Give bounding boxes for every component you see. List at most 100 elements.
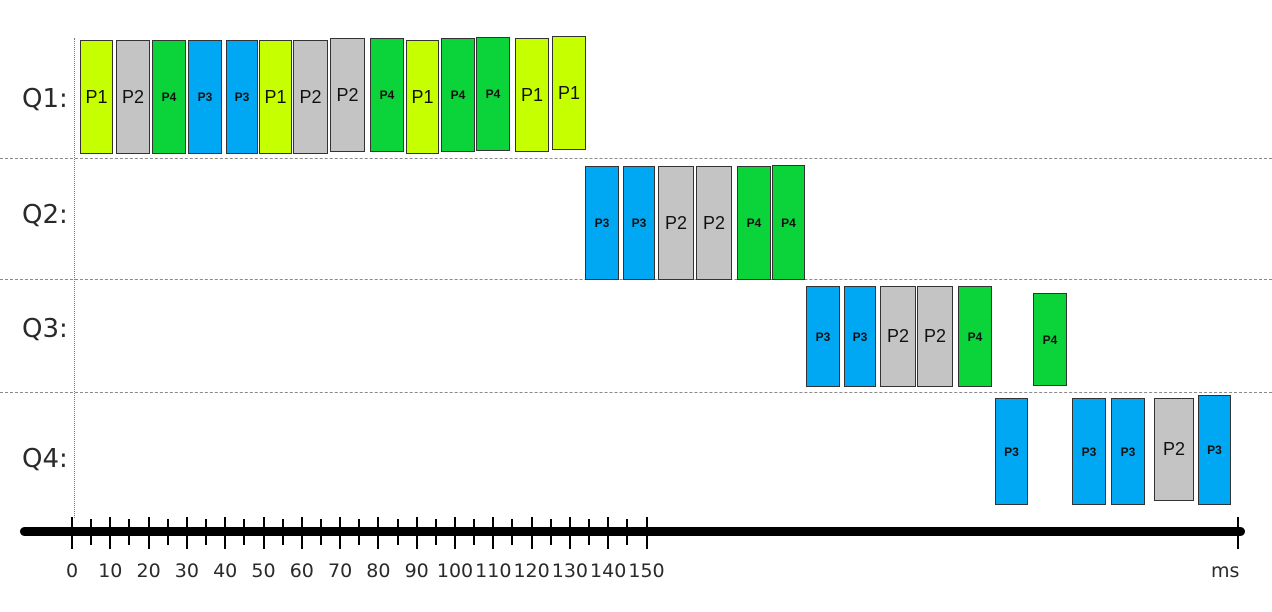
axis-minor-tick — [473, 519, 476, 545]
axis-major-tick — [147, 517, 150, 549]
process-block-p4: P4 — [1033, 293, 1067, 386]
process-block-label: P1 — [557, 82, 581, 103]
axis-major-tick — [645, 517, 648, 549]
axis-minor-tick — [396, 519, 399, 545]
axis-minor-tick — [319, 519, 322, 545]
axis-tick-label: 120 — [513, 560, 550, 582]
axis-major-tick — [492, 517, 495, 549]
process-block-p2: P2 — [917, 286, 953, 387]
axis-minor-tick — [434, 519, 437, 545]
process-block-p1: P1 — [259, 40, 292, 154]
axis-major-tick — [415, 517, 418, 549]
process-block-label: P2 — [702, 212, 726, 233]
axis-tick-label: 30 — [174, 560, 199, 582]
process-block-label: P4 — [379, 88, 395, 102]
process-block-label: P3 — [1207, 443, 1222, 457]
axis-unit: ms — [1211, 560, 1240, 582]
axis-tick-label: 130 — [551, 560, 589, 582]
process-block-p3: P3 — [995, 398, 1028, 505]
process-block-p3: P3 — [806, 286, 840, 387]
process-block-p3: P3 — [623, 166, 655, 280]
axis-tick-label: 70 — [328, 560, 353, 582]
axis-major-tick — [607, 517, 610, 549]
process-block-p2: P2 — [330, 38, 365, 152]
process-block-p4: P4 — [958, 286, 992, 387]
axis-tick-label: 100 — [436, 560, 474, 582]
axis-major-tick — [224, 517, 227, 549]
process-block-label: P1 — [411, 86, 434, 107]
process-block-p2: P2 — [116, 40, 150, 154]
process-block-label: P2 — [299, 86, 322, 107]
process-block-label: P4 — [967, 329, 983, 344]
queue-separator — [0, 392, 1272, 393]
axis-minor-tick — [205, 519, 208, 545]
process-block-p3: P3 — [188, 40, 222, 154]
axis-tick-label: 90 — [404, 560, 429, 582]
queue-separator — [0, 158, 1272, 159]
axis-major-tick — [339, 517, 342, 549]
axis-tick-label: 0 — [65, 560, 79, 582]
process-block-label: P1 — [520, 84, 544, 105]
process-block-label: P3 — [631, 216, 647, 230]
axis-minor-tick — [90, 519, 93, 545]
axis-major-tick — [71, 517, 73, 549]
process-block-label: P2 — [121, 86, 145, 107]
process-block-p3: P3 — [1111, 398, 1145, 505]
process-block-p4: P4 — [152, 40, 186, 154]
process-block-p3: P3 — [226, 40, 258, 154]
axis-minor-tick — [281, 519, 284, 545]
axis-tick-label: 150 — [628, 560, 665, 582]
axis-tick-label: 60 — [289, 560, 314, 582]
process-block-label: P3 — [852, 329, 868, 344]
process-block-label: P4 — [746, 216, 762, 230]
process-block-label: P1 — [264, 86, 287, 107]
process-block-label: P4 — [781, 215, 796, 230]
axis-major-tick — [109, 517, 112, 549]
process-block-label: P2 — [886, 326, 910, 346]
axis-major-tick — [530, 517, 533, 549]
queue-label-q2: Q2: — [22, 200, 68, 230]
process-block-p3: P3 — [1072, 398, 1106, 505]
process-block-p4: P4 — [441, 38, 475, 152]
queue-label-q1: Q1: — [22, 84, 68, 114]
axis-major-tick — [454, 517, 456, 549]
process-block-p1: P1 — [552, 36, 586, 150]
process-block-label: P2 — [664, 212, 688, 233]
axis-major-tick — [185, 517, 188, 549]
process-block-label: P3 — [594, 216, 610, 230]
process-block-p2: P2 — [1154, 398, 1194, 501]
axis-tick-label: 110 — [475, 560, 512, 582]
axis-tick-label: 40 — [213, 560, 238, 582]
process-block-p4: P4 — [476, 37, 510, 151]
queue-label-q4: Q4: — [22, 444, 68, 474]
axis-major-tick — [568, 517, 571, 549]
process-block-p1: P1 — [515, 38, 549, 152]
process-block-label: P3 — [815, 329, 831, 344]
process-block-p3: P3 — [585, 166, 619, 280]
process-block-label: P3 — [1120, 444, 1136, 459]
axis-major-tick — [262, 517, 265, 549]
axis-minor-tick — [358, 519, 361, 545]
axis-minor-tick — [166, 519, 169, 545]
axis-major-tick — [1237, 517, 1239, 549]
process-block-label: P3 — [1081, 444, 1097, 459]
time-zero-guide — [74, 38, 75, 518]
process-block-label: P4 — [161, 90, 177, 104]
process-block-p1: P1 — [80, 40, 113, 154]
axis-tick-label: 80 — [366, 560, 391, 582]
process-block-p2: P2 — [658, 166, 694, 280]
axis-major-tick — [300, 517, 303, 549]
process-block-label: P1 — [85, 86, 108, 107]
axis-major-tick — [377, 517, 380, 549]
axis-tick-label: 10 — [98, 560, 123, 582]
process-block-label: P3 — [1004, 444, 1019, 459]
process-block-label: P4 — [485, 87, 501, 101]
process-block-label: P3 — [234, 90, 250, 104]
process-block-label: P2 — [923, 326, 947, 346]
axis-minor-tick — [511, 519, 514, 545]
time-axis — [20, 527, 1245, 536]
process-block-p4: P4 — [772, 165, 805, 280]
process-block-label: P3 — [197, 90, 213, 104]
process-block-label: P4 — [1042, 332, 1058, 347]
